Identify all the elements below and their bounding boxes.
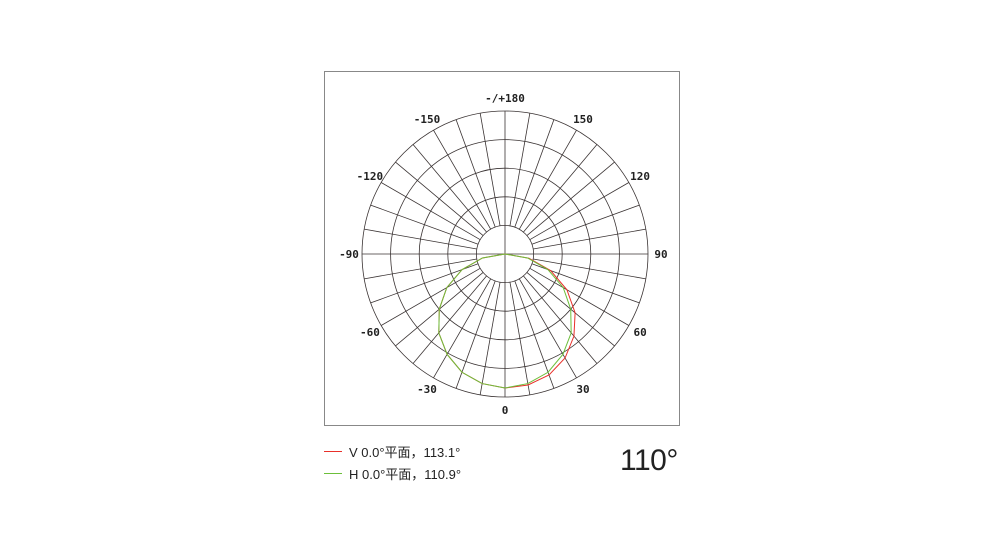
angle-tick-label: 60	[633, 326, 646, 339]
grid-spoke	[395, 161, 484, 236]
grid-spoke	[412, 275, 487, 364]
angle-tick-label: -90	[339, 248, 359, 261]
grid-spoke	[370, 263, 479, 304]
angle-tick-label: -120	[357, 170, 384, 183]
angle-tick-label: 30	[576, 383, 589, 396]
chart-frame	[324, 71, 680, 426]
angle-tick-label: -30	[417, 383, 437, 396]
grid-spoke	[509, 282, 531, 395]
grid-spoke	[433, 129, 492, 230]
grid-spoke	[412, 144, 487, 233]
angle-tick-label: -60	[360, 326, 380, 339]
series-line-v	[438, 253, 576, 389]
legend-swatch-v	[324, 451, 342, 452]
grid-spoke	[523, 275, 598, 364]
legend-item-h: H 0.0°平面，110.9°	[324, 464, 461, 483]
grid-spoke	[531, 204, 640, 245]
angle-tick-label: 90	[654, 248, 667, 261]
grid-spoke	[433, 278, 492, 379]
grid-spoke	[533, 228, 646, 250]
grid-spoke	[518, 278, 577, 379]
grid-spoke	[479, 282, 501, 395]
grid-spoke	[455, 119, 496, 228]
grid-spoke	[514, 280, 555, 389]
grid-spoke	[380, 267, 481, 326]
angle-tick-label: -/+180	[485, 92, 525, 105]
grid-spoke	[364, 228, 477, 250]
legend-label-h: H 0.0°平面，110.9°	[349, 467, 462, 482]
grid-spoke	[533, 258, 646, 280]
angle-tick-label: -150	[414, 113, 441, 126]
grid-spoke	[523, 144, 598, 233]
series-line-h	[438, 253, 572, 389]
grid-spoke	[370, 204, 479, 245]
legend-item-v: V 0.0°平面，113.1°	[324, 442, 460, 461]
grid-spoke	[380, 182, 481, 241]
grid-spoke	[526, 161, 615, 236]
grid-spoke	[518, 129, 577, 230]
grid-spoke	[514, 119, 555, 228]
grid-spoke	[455, 280, 496, 389]
angle-tick-label: 120	[630, 170, 650, 183]
grid-spoke	[529, 182, 630, 241]
beam-angle: 110°	[620, 444, 678, 477]
angle-tick-label: 150	[573, 113, 593, 126]
grid-spoke	[529, 267, 630, 326]
legend-label-v: V 0.0°平面，113.1°	[349, 445, 461, 460]
grid-spoke	[509, 113, 531, 226]
legend-swatch-h	[324, 473, 342, 474]
angle-tick-label: 0	[502, 404, 509, 417]
grid-spoke	[364, 258, 477, 280]
grid-spoke	[479, 113, 501, 226]
